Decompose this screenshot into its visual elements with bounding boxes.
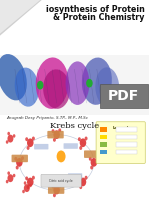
Circle shape	[53, 130, 60, 139]
Text: iosynthesis of Protein: iosynthesis of Protein	[46, 5, 145, 14]
Circle shape	[7, 132, 10, 135]
Circle shape	[16, 158, 23, 167]
FancyBboxPatch shape	[96, 122, 145, 163]
FancyBboxPatch shape	[64, 143, 78, 149]
Circle shape	[21, 156, 24, 160]
Ellipse shape	[36, 57, 69, 109]
Text: Legend: Legend	[113, 126, 129, 130]
Circle shape	[91, 158, 97, 167]
Bar	[116, 142, 137, 147]
Circle shape	[7, 171, 10, 175]
Ellipse shape	[95, 67, 119, 107]
Circle shape	[6, 140, 8, 144]
Text: & Protein Chemistry: & Protein Chemistry	[53, 13, 145, 22]
Circle shape	[86, 79, 93, 88]
Circle shape	[6, 180, 8, 183]
Circle shape	[80, 178, 86, 186]
Circle shape	[78, 176, 81, 180]
Circle shape	[24, 181, 26, 185]
FancyBboxPatch shape	[47, 131, 64, 138]
Circle shape	[58, 184, 61, 188]
Circle shape	[53, 138, 56, 142]
Circle shape	[7, 174, 13, 182]
Circle shape	[90, 166, 93, 169]
Circle shape	[57, 150, 66, 162]
Bar	[116, 127, 137, 132]
Circle shape	[89, 157, 92, 161]
Circle shape	[24, 184, 30, 192]
Circle shape	[53, 193, 56, 197]
Circle shape	[52, 185, 55, 188]
Bar	[116, 150, 137, 154]
Circle shape	[79, 146, 82, 150]
Bar	[100, 135, 107, 139]
Ellipse shape	[82, 58, 112, 105]
Ellipse shape	[0, 54, 27, 100]
Circle shape	[16, 166, 19, 169]
Circle shape	[27, 138, 34, 147]
Ellipse shape	[66, 61, 89, 105]
Circle shape	[53, 186, 60, 194]
Polygon shape	[0, 0, 40, 34]
Bar	[116, 135, 137, 139]
Circle shape	[27, 185, 30, 189]
Circle shape	[25, 137, 28, 141]
Circle shape	[7, 135, 13, 143]
Circle shape	[37, 81, 44, 89]
Text: Krebs cycle: Krebs cycle	[50, 122, 99, 130]
FancyBboxPatch shape	[12, 155, 28, 162]
Circle shape	[96, 156, 98, 160]
FancyBboxPatch shape	[68, 173, 82, 179]
Circle shape	[29, 184, 32, 187]
Circle shape	[27, 146, 30, 150]
Polygon shape	[0, 0, 42, 36]
Circle shape	[79, 185, 82, 189]
Circle shape	[52, 129, 55, 133]
Circle shape	[32, 176, 35, 180]
Ellipse shape	[15, 68, 39, 107]
Circle shape	[85, 136, 88, 140]
Circle shape	[78, 137, 81, 141]
FancyBboxPatch shape	[48, 186, 64, 194]
Bar	[100, 150, 107, 154]
FancyBboxPatch shape	[34, 144, 48, 149]
FancyBboxPatch shape	[100, 84, 148, 108]
Circle shape	[27, 178, 34, 186]
Circle shape	[58, 128, 61, 132]
Circle shape	[13, 174, 15, 177]
Bar	[100, 142, 107, 147]
Circle shape	[25, 176, 28, 180]
Circle shape	[85, 176, 88, 180]
Bar	[0, 55, 149, 115]
Circle shape	[80, 138, 86, 147]
Text: Citric acid cycle: Citric acid cycle	[49, 179, 73, 183]
Text: PDF: PDF	[108, 89, 139, 103]
FancyBboxPatch shape	[84, 150, 100, 158]
Circle shape	[32, 136, 35, 140]
Ellipse shape	[43, 69, 70, 109]
Circle shape	[13, 134, 15, 138]
Circle shape	[22, 190, 25, 193]
Text: Anugrah Desy Priyanto, S.TP., M.P., M.Sc: Anugrah Desy Priyanto, S.TP., M.P., M.Sc	[6, 116, 88, 120]
FancyBboxPatch shape	[41, 174, 81, 187]
Circle shape	[14, 157, 17, 161]
Bar	[100, 127, 107, 132]
